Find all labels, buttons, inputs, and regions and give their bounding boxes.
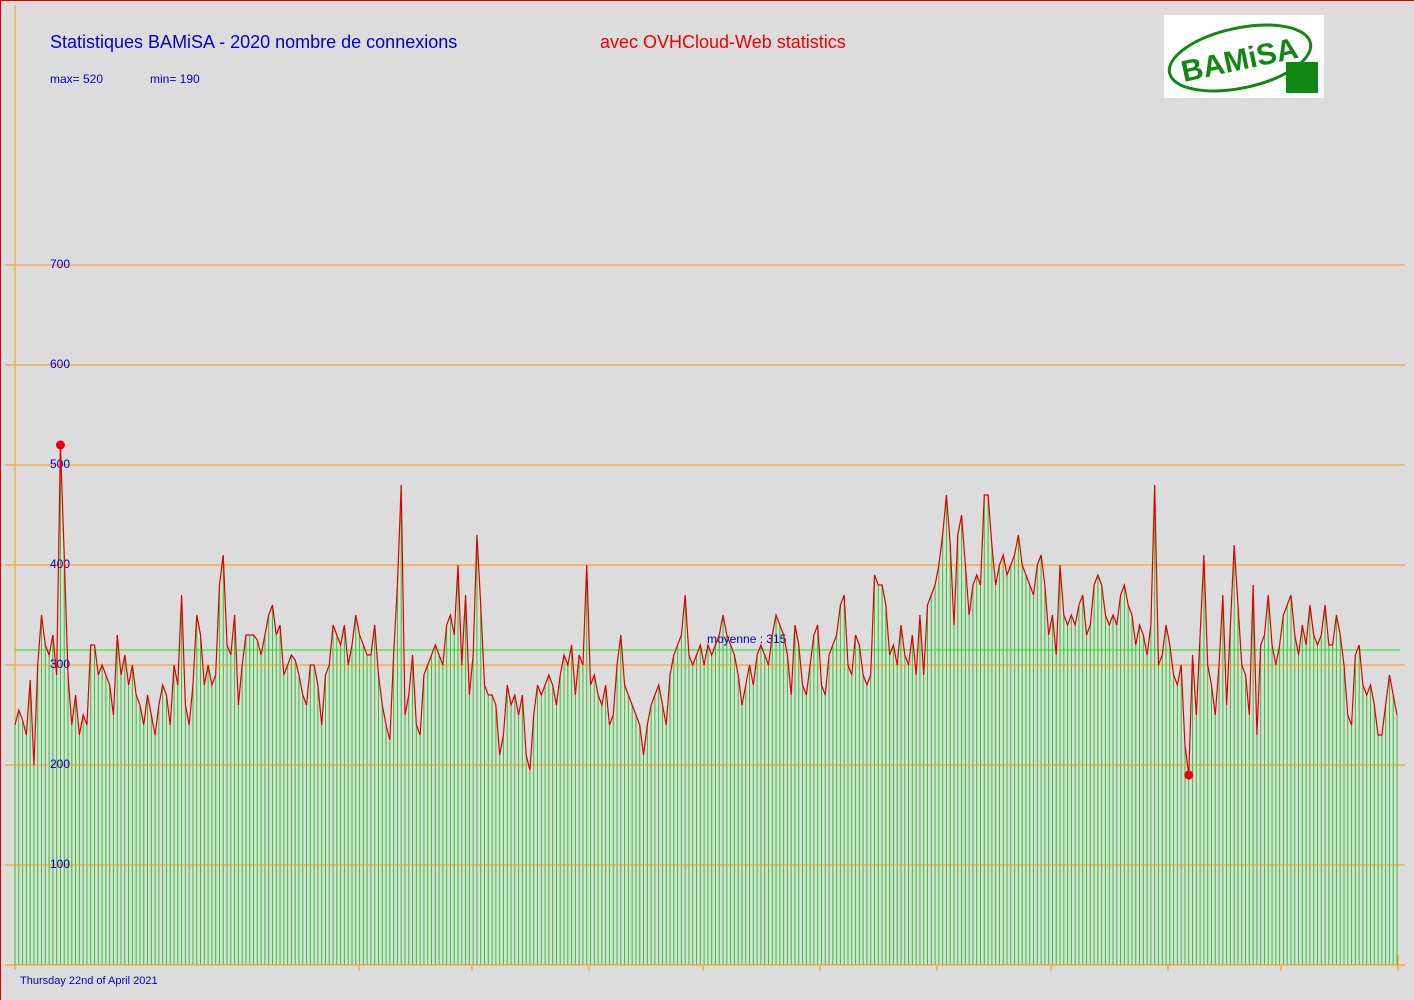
y-tick-label: 400 bbox=[50, 557, 70, 571]
max-marker bbox=[55, 440, 65, 450]
logo: BAMiSA bbox=[1164, 15, 1324, 98]
y-tick-label: 200 bbox=[50, 757, 70, 771]
y-tick-label: 100 bbox=[50, 857, 70, 871]
logo-square bbox=[1286, 62, 1318, 93]
chart-subtitle: avec OVHCloud-Web statistics bbox=[600, 32, 846, 52]
x-ticks bbox=[358, 955, 1399, 971]
min-label: min= 190 bbox=[150, 72, 200, 86]
y-tick-label: 700 bbox=[50, 257, 70, 271]
date-label: Thursday 22nd of April 2021 bbox=[20, 975, 158, 987]
chart-title: Statistiques BAMiSA - 2020 nombre de con… bbox=[50, 32, 457, 52]
min-marker bbox=[1184, 770, 1194, 780]
y-tick-label: 600 bbox=[50, 357, 70, 371]
max-label: max= 520 bbox=[50, 72, 103, 86]
logo-ellipse bbox=[1167, 23, 1313, 93]
line bbox=[14, 444, 1398, 776]
